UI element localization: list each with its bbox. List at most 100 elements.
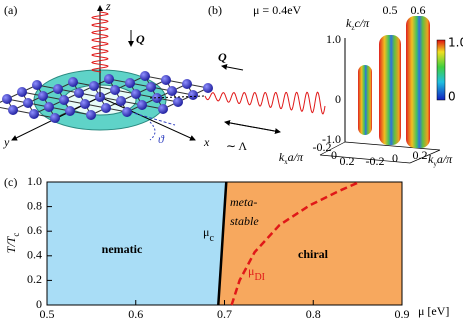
mu-label: 0.5 (383, 3, 398, 17)
axis-label-part: a/π (437, 152, 453, 166)
atom (116, 96, 126, 106)
curve-label-part: μ (248, 264, 254, 278)
y-tick-label: 0.8 (27, 198, 42, 212)
y-tick-label: 0 (36, 297, 42, 311)
mu-label: 0.6 (411, 3, 426, 17)
atom (137, 100, 147, 110)
region-label: stable (230, 214, 259, 228)
atom (104, 74, 114, 84)
axis-label-part: c/π (354, 16, 370, 30)
atom (110, 85, 120, 95)
axis-label-part: k (428, 152, 434, 166)
atom (167, 86, 177, 96)
x-tick-label: 0.9 (395, 307, 410, 321)
curve-label-part: DI (254, 272, 265, 283)
curve-label: μDI (248, 264, 265, 283)
tick-label: 0 (335, 92, 341, 106)
y-tick-label: 0.2 (27, 272, 42, 286)
mu-label: μ = 0.4eV (253, 3, 302, 17)
atom (203, 83, 213, 93)
angle-label: ϑ (158, 132, 165, 146)
colorbar (436, 39, 446, 101)
axis-label: kzc/π (346, 16, 370, 32)
atom (152, 93, 162, 103)
x-tick-label: 0.7 (217, 307, 232, 321)
tick-label: -0.2 (313, 140, 332, 154)
fermi-surface (406, 16, 430, 148)
atom (161, 75, 171, 85)
panel-c: 0.5 0.6 0.7 0.8 0.900.20.40.60.81.0μcμDInema… (4, 174, 450, 321)
atom (53, 84, 63, 94)
x-axis (99, 96, 196, 141)
atom (125, 78, 135, 88)
axis-label: y (3, 135, 10, 149)
angle-arc (149, 121, 156, 141)
curve-label: μc (203, 225, 214, 244)
atom (23, 98, 33, 108)
axis-label: z (105, 0, 111, 13)
atom (89, 81, 99, 91)
tick-label: -1.0 (322, 132, 341, 146)
y-axis-label-part: T/T (4, 235, 18, 253)
colorbar-label: 1.0 (448, 36, 463, 50)
atom (59, 95, 69, 105)
atom (74, 88, 84, 98)
x-tick-label: 0.6 (128, 307, 143, 321)
x-axis-label: μ [eV] (418, 304, 449, 318)
axis-label-part: z (351, 24, 354, 32)
curve-label-part: μ (203, 225, 209, 239)
atom (65, 106, 75, 116)
atom (38, 91, 48, 101)
atom (188, 90, 198, 100)
fermi-surface (358, 65, 372, 135)
curve-label-part: c (209, 233, 214, 244)
tick-label: 0.2 (413, 148, 428, 162)
axis-label: x (203, 135, 210, 149)
atom (50, 113, 60, 123)
tick-label: 0 (331, 148, 337, 162)
wave (91, 11, 109, 73)
x-tick-label: 0.8 (306, 307, 321, 321)
atom (122, 107, 132, 117)
q-label: Q (218, 50, 227, 64)
region-label: meta- (230, 195, 257, 209)
y-tick-label: 0.6 (27, 223, 42, 237)
atom (173, 97, 183, 107)
atom (86, 110, 96, 120)
tick-label: 1.0 (326, 32, 341, 46)
axis-label-part: a/π (288, 150, 304, 164)
tick-label: -0.2 (366, 154, 385, 168)
axis-label-part: k (279, 150, 285, 164)
q-arrow (221, 63, 244, 71)
atom (140, 71, 150, 81)
atom (44, 102, 54, 112)
region-label: chiral (298, 247, 329, 261)
atom (158, 104, 168, 114)
atom (68, 77, 78, 87)
lambda-arrow (224, 119, 281, 133)
y-axis-label: T/Tc (4, 233, 21, 254)
base-box (319, 141, 441, 164)
region (47, 182, 227, 305)
atom (146, 82, 156, 92)
boundary-line (230, 180, 360, 306)
atom (8, 105, 18, 115)
dash (149, 95, 206, 99)
atom (32, 80, 42, 90)
axis-label: kxa/π (279, 150, 304, 166)
atom (29, 109, 39, 119)
wavelength-label: ∼ Λ (226, 139, 247, 153)
atom (131, 89, 141, 99)
region-label: nematic (102, 242, 143, 256)
panel-a: (a) z Q Qy x ∼ Λ ϑ (0, 0, 326, 153)
tick-label: 0.2 (340, 154, 355, 168)
colorbar-label: 0 (448, 90, 456, 104)
axis-label-part: x (284, 158, 288, 166)
wave (204, 91, 326, 115)
boundary-line (217, 181, 228, 306)
atom (80, 99, 90, 109)
fermi-surface (379, 35, 401, 145)
tick-label: 0 (392, 151, 398, 165)
